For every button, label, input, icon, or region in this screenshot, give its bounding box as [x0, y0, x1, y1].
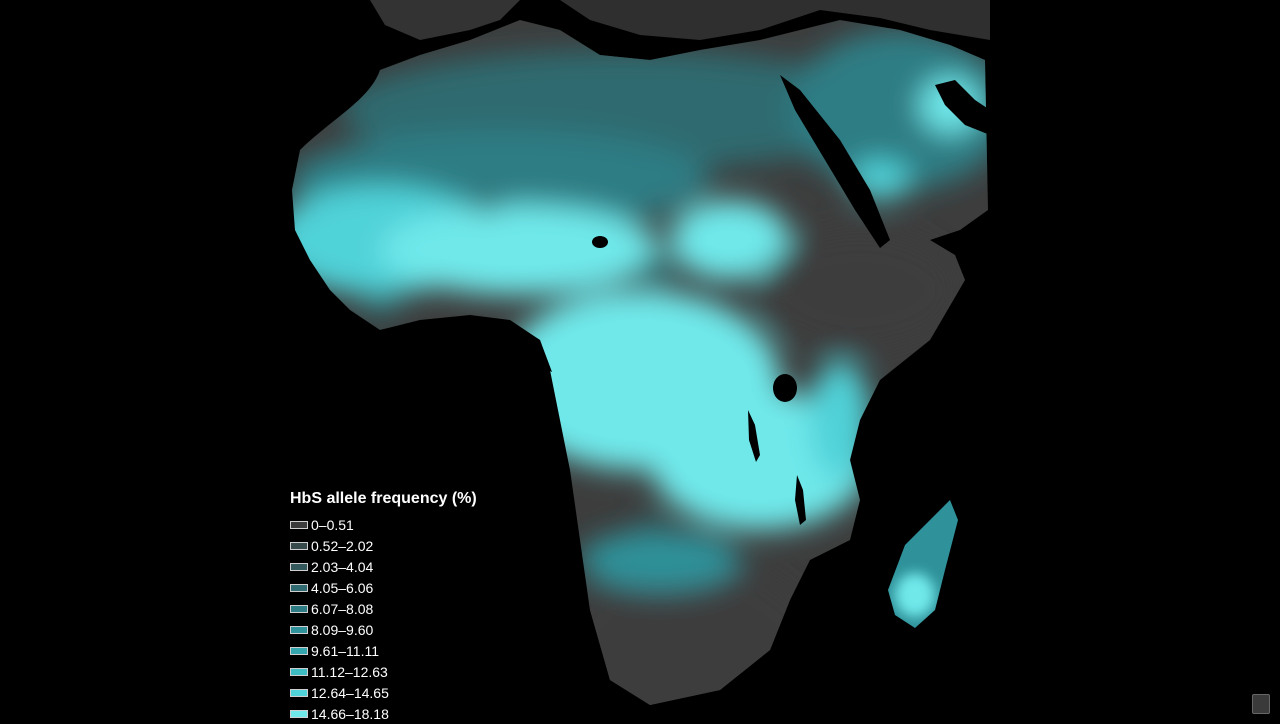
persian-gulf — [935, 80, 990, 135]
legend-item: 0–0.51 — [290, 514, 477, 535]
lake-malawi — [795, 475, 806, 525]
europe-landmass — [370, 0, 520, 40]
legend-item: 4.05–6.06 — [290, 577, 477, 598]
legend-item: 14.66–18.18 — [290, 703, 477, 724]
legend-label: 0.52–2.02 — [311, 537, 374, 554]
legend-label: 14.66–18.18 — [311, 705, 389, 722]
legend-label: 6.07–8.08 — [311, 600, 374, 617]
legend-label: 4.05–6.06 — [311, 579, 374, 596]
legend-item: 0.52–2.02 — [290, 535, 477, 556]
legend: HbS allele frequency (%) 0–0.51 0.52–2.02… — [290, 490, 477, 724]
legend-swatch — [290, 583, 308, 592]
lake-tanganyika — [748, 410, 760, 462]
legend-item: 2.03–4.04 — [290, 556, 477, 577]
madagascar — [888, 500, 958, 628]
legend-item: 11.12–12.63 — [290, 661, 477, 682]
legend-item: 9.61–11.11 — [290, 640, 477, 661]
gulf-of-guinea — [380, 316, 552, 372]
legend-label: 12.64–14.65 — [311, 684, 389, 701]
legend-label: 8.09–9.60 — [311, 621, 374, 638]
legend-label: 9.61–11.11 — [311, 642, 379, 659]
legend-item: 6.07–8.08 — [290, 598, 477, 619]
trash-icon[interactable] — [1252, 694, 1270, 714]
legend-title: HbS allele frequency (%) — [290, 490, 477, 507]
legend-swatch — [290, 646, 308, 655]
lake-chad — [592, 236, 608, 248]
legend-item: 8.09–9.60 — [290, 619, 477, 640]
legend-item: 12.64–14.65 — [290, 682, 477, 703]
legend-swatch — [290, 625, 308, 634]
lake-victoria — [773, 374, 797, 402]
legend-label: 0–0.51 — [311, 516, 354, 533]
legend-items: 0–0.51 0.52–2.02 2.03–4.04 4.05–6.06 6.07–8.… — [290, 514, 477, 724]
legend-swatch — [290, 688, 308, 697]
legend-swatch — [290, 541, 308, 550]
red-sea — [780, 75, 890, 248]
europe-landmass-east — [560, 0, 990, 40]
legend-swatch — [290, 604, 308, 613]
legend-swatch — [290, 667, 308, 676]
legend-label: 2.03–4.04 — [311, 558, 374, 575]
legend-swatch — [290, 709, 308, 718]
legend-swatch — [290, 562, 308, 571]
legend-swatch — [290, 520, 308, 529]
legend-label: 11.12–12.63 — [311, 663, 388, 680]
